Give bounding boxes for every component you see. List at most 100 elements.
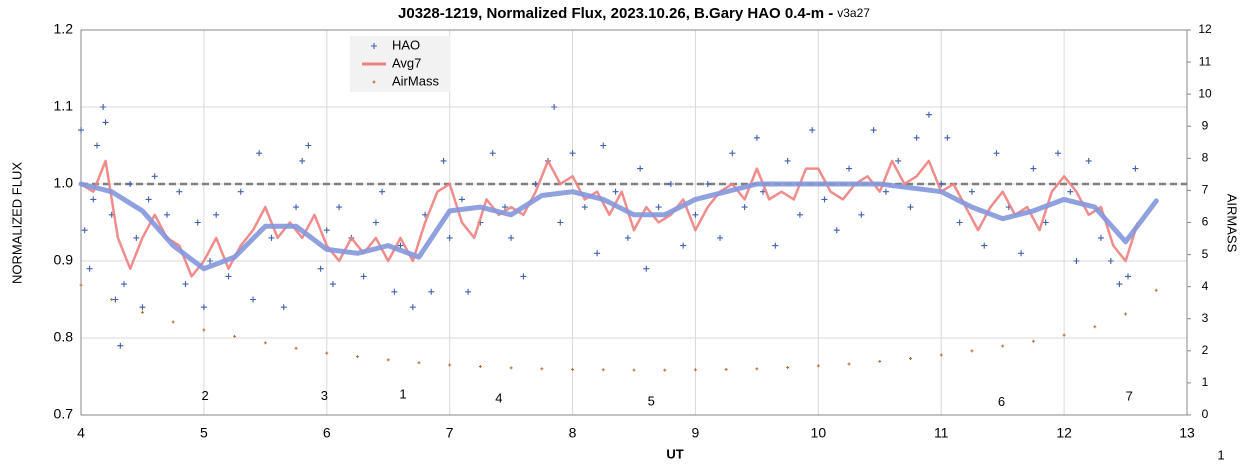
chart-title: J0328-1219, Normalized Flux, 2023.10.26,… (398, 5, 833, 22)
data-point (256, 150, 263, 157)
x-tick-label: 7 (446, 425, 454, 441)
annotation: 3 (321, 388, 328, 403)
data-point (391, 288, 398, 295)
airmass-point (356, 355, 359, 359)
data-point (581, 204, 588, 211)
data-point (465, 288, 472, 295)
data-point (127, 181, 134, 187)
data-point (882, 188, 889, 195)
data-point (846, 165, 853, 172)
data-point (372, 219, 379, 226)
legend-label: HAO (392, 37, 420, 52)
data-point (200, 304, 207, 311)
data-point (821, 196, 828, 203)
data-point (213, 211, 220, 218)
annotation: 1 (399, 386, 406, 401)
annotation: 5 (648, 393, 655, 408)
airmass-point (1154, 288, 1158, 292)
y2-tick-label: 4 (1202, 279, 1209, 293)
airmass-point (1001, 344, 1005, 348)
data-point (594, 250, 601, 257)
y-tick-label: 1.2 (54, 21, 74, 37)
legend-swatch (372, 80, 376, 84)
data-point (78, 127, 84, 134)
y2-tick-label: 2 (1202, 343, 1209, 357)
data-point (317, 265, 324, 272)
data-point (1067, 188, 1074, 195)
airmass-point (448, 363, 452, 367)
data-point (772, 242, 779, 249)
data-point (1042, 219, 1049, 226)
data-point (981, 242, 988, 249)
airmass-point (847, 362, 851, 366)
data-point (612, 188, 619, 195)
airmass-point (939, 353, 943, 357)
trend-line (78, 181, 1159, 272)
data-point (1107, 258, 1114, 264)
data-point (870, 127, 877, 134)
data-point (944, 134, 951, 141)
data-point (133, 234, 140, 241)
data-point (968, 188, 975, 195)
x-tick-label: 6 (323, 425, 331, 441)
airmass-point (878, 359, 882, 363)
data-point (299, 157, 306, 164)
y-tick-label: 0.7 (54, 406, 74, 422)
data-point (913, 134, 920, 141)
data-point (704, 181, 711, 187)
y-tick-label: 0.8 (54, 329, 74, 345)
data-point (194, 219, 201, 226)
airmass-point (79, 283, 83, 287)
chart-version: v3a27 (837, 6, 870, 20)
data-point (81, 227, 88, 234)
y2-tick-label: 5 (1202, 247, 1209, 261)
airmass-point (1093, 325, 1097, 329)
data-point (858, 211, 865, 218)
airmass-point (1062, 333, 1066, 337)
data-point (121, 281, 128, 288)
data-point (409, 304, 416, 311)
plot-frame (80, 29, 1188, 416)
airmass-point (325, 351, 329, 355)
annotation: 4 (495, 390, 502, 405)
data-point (796, 211, 803, 218)
data-point (1132, 165, 1139, 172)
data-point (624, 234, 631, 241)
data-point (164, 211, 171, 218)
data-point (907, 204, 914, 211)
x-tick-label: 12 (1056, 425, 1072, 441)
legend-label: AirMass (392, 73, 439, 88)
data-point (90, 196, 97, 203)
data-point (225, 273, 232, 280)
airmass-point (140, 310, 144, 314)
data-point (956, 219, 963, 226)
y2-tick-label: 11 (1199, 54, 1212, 68)
x-tick-label: 13 (1179, 425, 1195, 441)
data-point (1085, 157, 1092, 164)
data-point (207, 258, 214, 264)
data-point (655, 204, 662, 211)
x-tick-label: 11 (934, 425, 949, 441)
airmass-point (755, 367, 759, 371)
legend-label: Avg7 (392, 55, 421, 70)
airmass-point (202, 328, 206, 332)
data-point (293, 204, 300, 211)
data-point (741, 204, 748, 211)
airmass-point (386, 358, 390, 362)
airmass-point (1124, 312, 1128, 316)
data-point (1125, 273, 1132, 280)
data-point (102, 119, 109, 126)
data-point (1073, 258, 1080, 264)
data-point (501, 204, 508, 211)
airmass-point (816, 364, 820, 368)
airmass-point (601, 368, 605, 372)
airmass-point (509, 366, 513, 370)
airmass-point (632, 368, 636, 372)
data-point (508, 234, 515, 241)
data-point (667, 181, 674, 187)
y2-axis-title: AIRMASS (1225, 194, 1240, 253)
data-point (520, 273, 527, 280)
data-point (100, 104, 107, 110)
